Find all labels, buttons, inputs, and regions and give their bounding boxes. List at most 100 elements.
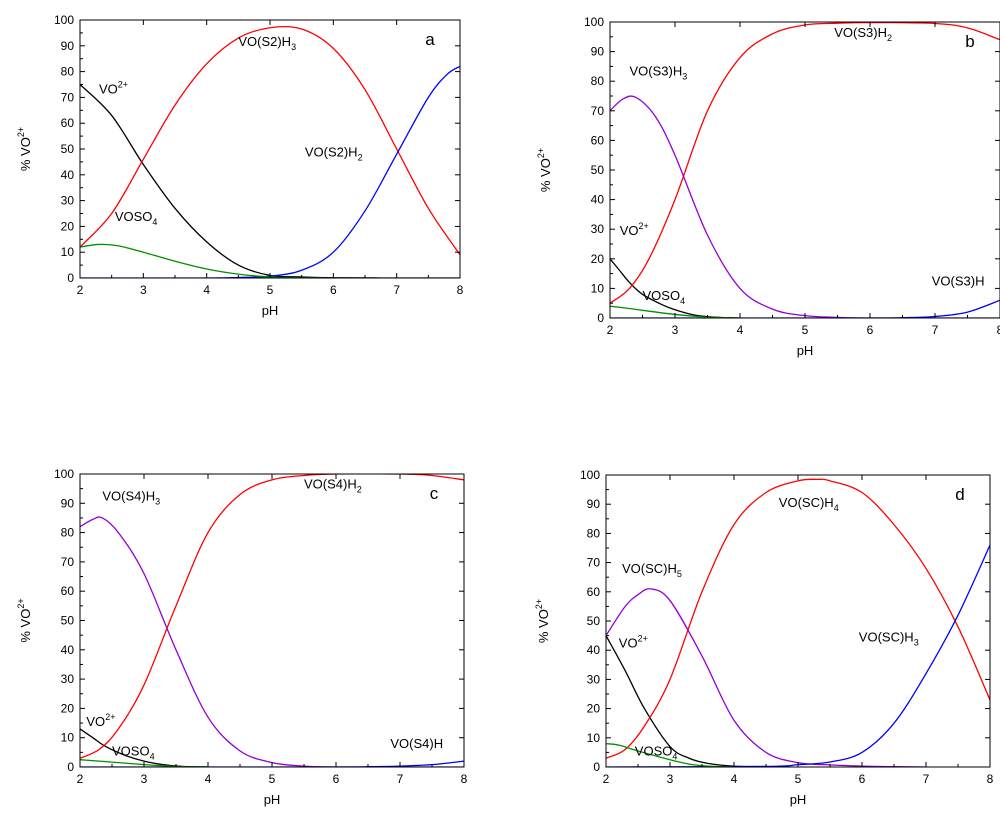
panel-a-species-label-2-base: VO(S2)H bbox=[305, 145, 358, 160]
panel-a-y-tick-label-30: 30 bbox=[61, 194, 75, 208]
panel-b-y-tick-label-60: 60 bbox=[591, 133, 605, 147]
panel-a-x-tick-label-2: 2 bbox=[77, 283, 84, 297]
panel-c-y-tick-label-90: 90 bbox=[61, 496, 75, 510]
panel-a-species-label-2-sub: 2 bbox=[358, 153, 363, 163]
panel-a-y-axis-title-base: % VO bbox=[18, 137, 33, 171]
panel-a-y-tick-label-20: 20 bbox=[61, 219, 75, 233]
panel-b-y-tick-label-80: 80 bbox=[591, 74, 605, 88]
panel-d-y-tick-label-100: 100 bbox=[580, 468, 600, 482]
panel-b-species-label-4-base: VO(S3)H bbox=[932, 273, 985, 288]
panel-c-y-tick-label-100: 100 bbox=[54, 467, 74, 481]
panel-c-species-label-1: VO(S4)H2 bbox=[304, 477, 362, 495]
panel-c-y-axis-title-base: % VO bbox=[18, 609, 33, 643]
panel-a-species-label-1-sub: 3 bbox=[291, 42, 296, 52]
panel-d-y-tick-label-70: 70 bbox=[587, 556, 601, 570]
panel-d-species-label-3-base: VO(SC)H bbox=[859, 629, 914, 644]
panel-d-x-tick-label-2: 2 bbox=[603, 772, 610, 786]
panel-a-x-axis-title: pH bbox=[262, 303, 279, 318]
panel-b-species-label-1-sub: 2 bbox=[887, 33, 892, 43]
panel-c-y-tick-label-20: 20 bbox=[61, 701, 75, 715]
panel-b-species-label-0-base: VO(S3)H bbox=[630, 63, 683, 78]
panel-b-y-tick-label-20: 20 bbox=[591, 252, 605, 266]
panel-c-y-tick-label-80: 80 bbox=[61, 526, 75, 540]
panel-d-x-tick-label-7: 7 bbox=[923, 772, 930, 786]
panel-d-species-label-2: VO2+ bbox=[619, 633, 648, 650]
panel-b-species-label-0-sub: 3 bbox=[682, 71, 687, 81]
panel-d-y-tick-label-60: 60 bbox=[587, 585, 601, 599]
panel-a-y-tick-label-90: 90 bbox=[61, 39, 75, 53]
panel-b-x-axis-title: pH bbox=[797, 343, 814, 358]
panel-a-y-tick-label-70: 70 bbox=[61, 90, 75, 104]
panel-a-species-label-1-base: VO(S2)H bbox=[238, 34, 291, 49]
panel-c-species-label-3-base: VOSO bbox=[112, 743, 150, 758]
panel-a-y-axis-title-sup: 2+ bbox=[16, 127, 26, 137]
panel-c-x-tick-label-5: 5 bbox=[269, 772, 276, 786]
panel-c-letter: c bbox=[430, 484, 439, 503]
panel-d-series-line-0 bbox=[606, 635, 767, 767]
panel-a-y-tick-label-0: 0 bbox=[67, 271, 74, 285]
panel-d-species-label-0: VO(SC)H4 bbox=[779, 495, 839, 513]
panel-c-species-label-3: VOSO4 bbox=[112, 743, 155, 761]
panel-d-y-tick-label-0: 0 bbox=[593, 760, 600, 774]
panel-c-y-tick-label-30: 30 bbox=[61, 672, 75, 686]
panel-b-y-tick-label-30: 30 bbox=[591, 222, 605, 236]
panel-c-species-label-0: VO(S4)H3 bbox=[102, 488, 160, 506]
panel-d-y-axis-title-sup: 2+ bbox=[534, 599, 544, 609]
panel-b-x-tick-label-7: 7 bbox=[932, 323, 939, 337]
panel-d-series-line-1 bbox=[606, 478, 990, 759]
panel-d-species-label-4: VOSO4 bbox=[635, 743, 678, 761]
panel-c-frame bbox=[79, 473, 465, 768]
panel-b-x-tick-label-2: 2 bbox=[607, 323, 614, 337]
panel-c-x-axis-title: pH bbox=[264, 792, 281, 807]
panel-b-species-label-3-base: VOSO bbox=[643, 288, 681, 303]
panel-b-y-tick-label-40: 40 bbox=[591, 193, 605, 207]
panel-c-species-label-0-base: VO(S4)H bbox=[102, 488, 155, 503]
panel-a-series-line-2 bbox=[80, 65, 460, 278]
panel-c-y-tick-label-40: 40 bbox=[61, 643, 75, 657]
panel-a-species-label-3-base: VOSO bbox=[115, 209, 153, 224]
panel-b-y-tick-label-10: 10 bbox=[591, 281, 605, 295]
panel-c-x-tick-label-4: 4 bbox=[205, 772, 212, 786]
panel-c-species-label-0-sub: 3 bbox=[155, 496, 160, 506]
panel-a-species-label-3: VOSO4 bbox=[115, 209, 158, 227]
panel-c-species-label-2: VO2+ bbox=[86, 712, 115, 729]
panel-a-species-label-0-base: VO bbox=[99, 82, 118, 97]
panel-d-species-label-0-base: VO(SC)H bbox=[779, 495, 834, 510]
panel-b-species-label-0: VO(S3)H3 bbox=[630, 63, 688, 81]
panel-b-y-tick-label-100: 100 bbox=[584, 15, 604, 29]
panel-d-species-label-2-base: VO bbox=[619, 635, 638, 650]
panel-b-species-label-1: VO(S3)H2 bbox=[834, 25, 892, 43]
panel-b-y-tick-label-50: 50 bbox=[591, 163, 605, 177]
panel-a-x-tick-label-7: 7 bbox=[393, 283, 400, 297]
panel-a-y-axis-title: % VO2+ bbox=[16, 127, 33, 171]
panel-b-species-label-3: VOSO4 bbox=[643, 288, 686, 306]
panel-a-y-tick-label-60: 60 bbox=[61, 116, 75, 130]
panel-b-x-tick-label-6: 6 bbox=[867, 323, 874, 337]
panel-c-series-line-1 bbox=[80, 474, 464, 759]
panel-b-species-label-1-base: VO(S3)H bbox=[834, 25, 887, 40]
panel-a-y-tick-label-100: 100 bbox=[54, 13, 74, 27]
panel-b-species-label-3-sub: 4 bbox=[680, 296, 685, 306]
panel-a-x-tick-label-8: 8 bbox=[457, 283, 464, 297]
panel-b-y-axis-title-sup: 2+ bbox=[536, 148, 546, 158]
panel-a-y-tick-label-50: 50 bbox=[61, 142, 75, 156]
panel-d-species-label-2-sup: 2+ bbox=[638, 633, 648, 643]
panel-d-y-tick-label-80: 80 bbox=[587, 526, 601, 540]
panel-b-y-axis-title-base: % VO bbox=[538, 158, 553, 192]
panel-d-y-tick-label-30: 30 bbox=[587, 672, 601, 686]
panel-c-y-tick-label-0: 0 bbox=[67, 760, 74, 774]
panel-d-x-tick-label-5: 5 bbox=[795, 772, 802, 786]
panel-d-letter: d bbox=[955, 485, 964, 504]
panel-a-species-label-0: VO2+ bbox=[99, 80, 128, 97]
panel-d-frame bbox=[605, 474, 991, 768]
panel-c-species-label-2-sup: 2+ bbox=[105, 712, 115, 722]
panel-a-y-tick-label-10: 10 bbox=[61, 245, 75, 259]
panel-d-species-label-1: VO(SC)H5 bbox=[622, 561, 682, 579]
panel-d-x-tick-label-3: 3 bbox=[667, 772, 674, 786]
panel-b-x-tick-label-4: 4 bbox=[737, 323, 744, 337]
panel-c-x-tick-label-6: 6 bbox=[333, 772, 340, 786]
panel-b-x-tick-label-5: 5 bbox=[802, 323, 809, 337]
panel-d-x-tick-label-6: 6 bbox=[859, 772, 866, 786]
panel-b-species-label-2-sup: 2+ bbox=[639, 221, 649, 231]
